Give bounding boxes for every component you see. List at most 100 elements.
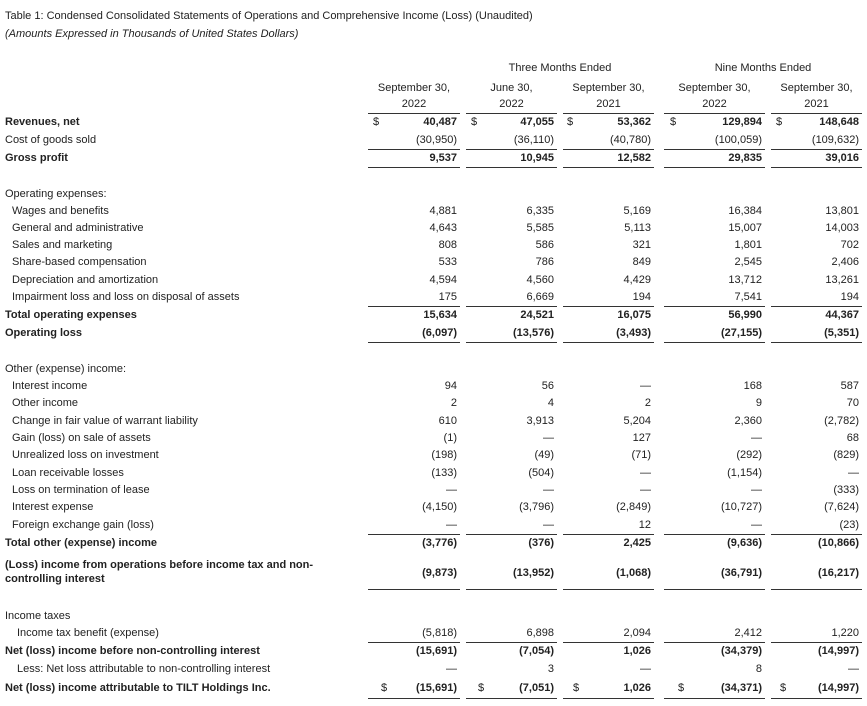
rule-line	[466, 589, 557, 590]
cell-value: 2	[644, 397, 651, 409]
cell-value: 6,669	[526, 291, 554, 303]
cell-value: (2,849)	[616, 501, 651, 513]
cell-value: —	[640, 380, 651, 392]
currency-sign: $	[573, 682, 580, 694]
cell-value: (30,950)	[416, 134, 457, 146]
cell-value: 2,425	[623, 537, 651, 549]
cell-value: 129,894	[722, 116, 762, 128]
cell-value: (49)	[534, 449, 554, 461]
cell-value: —	[751, 432, 762, 444]
column-header: 2022	[499, 98, 524, 110]
rule-line	[563, 113, 654, 114]
column-header: September 30,	[678, 82, 751, 94]
cell-value: 6,898	[526, 627, 554, 639]
cell-value: —	[543, 519, 554, 531]
cell-value: (7,624)	[824, 501, 859, 513]
cell-value: (34,371)	[721, 682, 762, 694]
cell-value: —	[640, 663, 651, 675]
row-label: Depreciation and amortization	[12, 274, 159, 286]
cell-value: 15,007	[728, 222, 762, 234]
cell-value: —	[543, 484, 554, 496]
rule-line	[771, 306, 862, 307]
cell-value: 2,412	[734, 627, 762, 639]
cell-value: 13,261	[825, 274, 859, 286]
column-header: 2021	[804, 98, 829, 110]
cell-value: (71)	[631, 449, 651, 461]
cell-value: (27,155)	[721, 327, 762, 339]
row-label: Total operating expenses	[5, 309, 137, 321]
cell-value: (13,952)	[513, 567, 554, 579]
column-header: 2022	[702, 98, 727, 110]
title: Table 1: Condensed Consolidated Statemen…	[5, 10, 533, 22]
rule-line	[368, 534, 460, 535]
cell-value: 13,801	[825, 205, 859, 217]
cell-value: 47,055	[520, 116, 554, 128]
cell-value: 70	[846, 397, 859, 409]
cell-value: 2,406	[831, 256, 859, 268]
rule-line	[368, 589, 460, 590]
row-label: Sales and marketing	[12, 239, 113, 251]
cell-value: 2,360	[734, 415, 762, 427]
cell-value: (133)	[431, 467, 457, 479]
row-label: Foreign exchange gain (loss)	[12, 519, 154, 531]
cell-value: 6,335	[526, 205, 554, 217]
row-label: Net (loss) income attributable to TILT H…	[5, 682, 271, 694]
cell-value: 194	[632, 291, 651, 303]
rule-line	[664, 149, 765, 150]
cell-value: 3	[547, 663, 554, 675]
rule-line	[563, 534, 654, 535]
rule-line	[466, 642, 557, 643]
rule-line	[368, 149, 460, 150]
cell-value: (13,576)	[513, 327, 554, 339]
cell-value: 808	[438, 239, 457, 251]
cell-value: —	[751, 519, 762, 531]
rule-line	[771, 642, 862, 643]
cell-value: 1,026	[623, 682, 651, 694]
rule-line	[368, 642, 460, 643]
cell-value: (333)	[833, 484, 859, 496]
rule-line	[466, 698, 557, 699]
row-label: Less: Net loss attributable to non-contr…	[17, 663, 271, 675]
cell-value: (5,351)	[824, 327, 859, 339]
rule-line	[563, 698, 654, 699]
cell-value: (23)	[839, 519, 859, 531]
cell-value: —	[640, 484, 651, 496]
rule-line	[664, 167, 765, 168]
cell-value: 7,541	[734, 291, 762, 303]
cell-value: (6,097)	[422, 327, 457, 339]
cell-value: (36,791)	[721, 567, 762, 579]
rule-line	[664, 306, 765, 307]
currency-sign: $	[471, 116, 478, 128]
cell-value: 175	[438, 291, 457, 303]
cell-value: 194	[840, 291, 859, 303]
cell-value: (2,782)	[824, 415, 859, 427]
rule-line	[771, 589, 862, 590]
rule-line	[771, 167, 862, 168]
cell-value: 44,367	[825, 309, 859, 321]
rule-line	[368, 698, 460, 699]
cell-value: 4,594	[429, 274, 457, 286]
subtitle: (Amounts Expressed in Thousands of Unite…	[5, 28, 299, 40]
cell-value: (9,873)	[422, 567, 457, 579]
cell-value: (34,379)	[721, 645, 762, 657]
cell-value: (504)	[528, 467, 554, 479]
row-label: Interest expense	[12, 501, 94, 513]
row-label: Share-based compensation	[12, 256, 147, 268]
cell-value: 5,113	[624, 222, 651, 234]
cell-value: 12,582	[617, 152, 651, 164]
cell-value: 5,585	[526, 222, 554, 234]
cell-value: (14,997)	[818, 682, 859, 694]
cell-value: 1,026	[623, 645, 651, 657]
rule-line	[368, 342, 460, 343]
rule-line	[368, 113, 460, 114]
cell-value: —	[543, 432, 554, 444]
rule-line	[664, 698, 765, 699]
cell-value: 2,094	[623, 627, 651, 639]
rule-line	[466, 167, 557, 168]
cell-value: —	[446, 663, 457, 675]
column-header: September 30,	[377, 82, 451, 94]
cell-value: 533	[438, 256, 457, 268]
row-label: Revenues, net	[5, 116, 80, 128]
currency-sign: $	[373, 116, 380, 128]
cell-value: —	[446, 484, 457, 496]
